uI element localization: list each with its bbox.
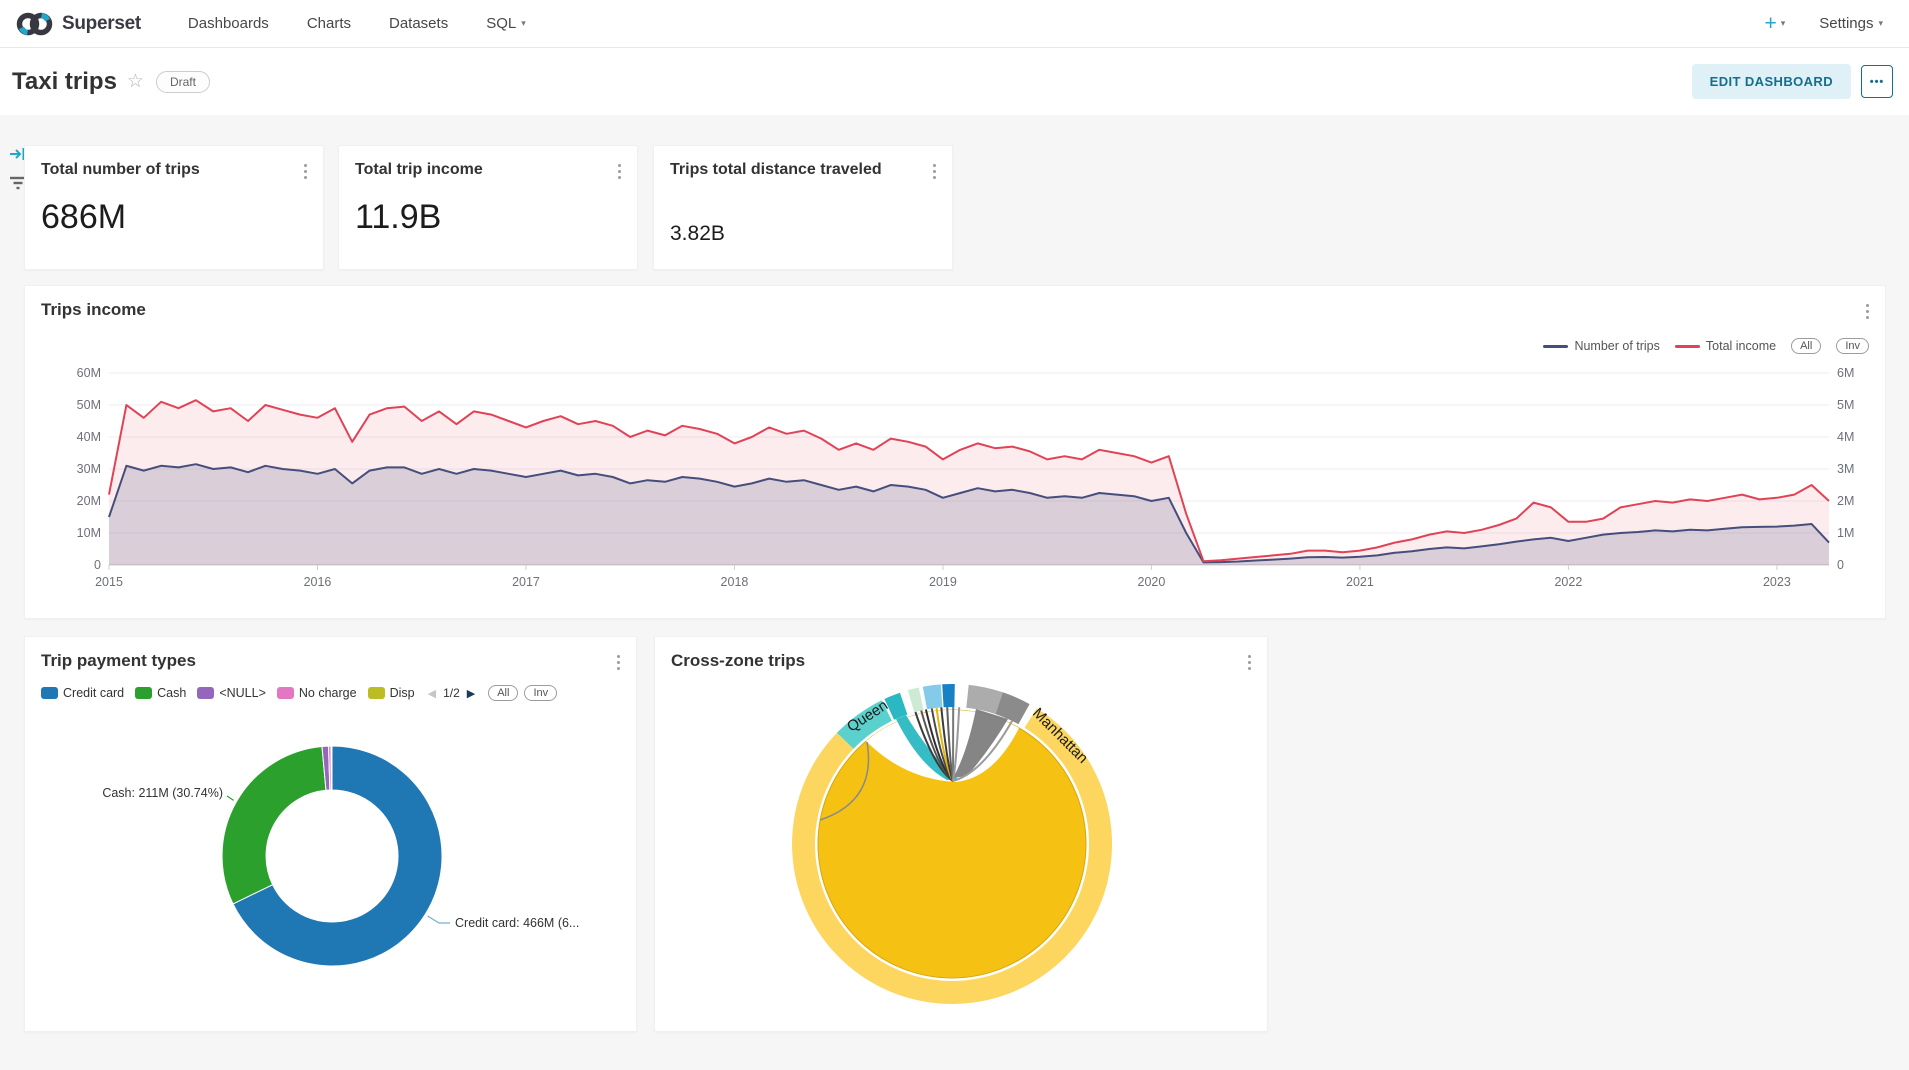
legend-swatch [367, 687, 385, 699]
trips-income-panel: Trips income Number of trips Total incom… [24, 285, 1886, 619]
kebab-menu-icon[interactable] [615, 653, 622, 672]
card-title: Total number of trips [41, 161, 200, 178]
big-number-value: 686M [41, 198, 127, 236]
trip-payment-types-panel: Trip payment types Credit card Cash <NUL… [24, 636, 637, 1032]
legend-item-no-charge[interactable]: No charge [276, 686, 357, 700]
nav-item-sql[interactable]: SQL ▾ [486, 15, 526, 32]
svg-text:4M: 4M [1837, 430, 1854, 444]
legend-all-button[interactable]: All [1791, 338, 1822, 354]
svg-text:Cash: 211M (30.74%): Cash: 211M (30.74%) [102, 786, 223, 800]
plus-icon: + [1764, 12, 1777, 35]
settings-menu[interactable]: Settings ▾ [1819, 15, 1883, 32]
kebab-menu-icon[interactable] [302, 162, 309, 181]
legend-all-button[interactable]: All [488, 685, 519, 701]
svg-text:50M: 50M [77, 398, 101, 412]
svg-text:5M: 5M [1837, 398, 1854, 412]
svg-text:30M: 30M [77, 462, 101, 476]
svg-text:1M: 1M [1837, 526, 1854, 540]
panel-title: Cross-zone trips [671, 651, 806, 670]
svg-text:3M: 3M [1837, 462, 1854, 476]
svg-text:2022: 2022 [1554, 575, 1582, 589]
legend-swatch [1674, 344, 1700, 348]
more-options-button[interactable]: ••• [1861, 65, 1893, 98]
legend-item-null[interactable]: <NULL> [197, 686, 266, 700]
legend-item-credit-card[interactable]: Credit card [41, 686, 124, 700]
card-title: Trips total distance traveled [670, 161, 882, 178]
svg-text:20M: 20M [77, 494, 101, 508]
legend-swatch [1543, 344, 1569, 348]
expand-filter-bar-icon[interactable] [9, 145, 27, 163]
svg-text:2019: 2019 [929, 575, 957, 589]
chevron-down-icon: ▾ [1780, 18, 1786, 28]
card-trip-income: Total trip income 11.9B [338, 145, 638, 270]
card-total-trips: Total number of trips 686M [24, 145, 324, 270]
card-total-distance: Trips total distance traveled 3.82B [653, 145, 953, 270]
dashboard-canvas: Total number of trips 686M Total trip in… [0, 115, 1909, 1070]
big-number-value: 11.9B [355, 198, 442, 236]
chevron-down-icon: ▾ [1878, 18, 1883, 28]
kebab-menu-icon[interactable] [616, 162, 623, 181]
chevron-down-icon: ▾ [521, 18, 526, 28]
legend-item-total-income[interactable]: Total income [1674, 339, 1776, 353]
svg-text:40M: 40M [77, 430, 101, 444]
panel-title: Trip payment types [41, 651, 196, 670]
legend-item-number-of-trips[interactable]: Number of trips [1543, 339, 1660, 353]
top-navbar: Superset Dashboards Charts Datasets SQL ▾… [0, 0, 1909, 48]
svg-text:Credit card: 466M (6...: Credit card: 466M (6... [455, 916, 579, 930]
legend-item-cash[interactable]: Cash [135, 686, 186, 700]
legend-inv-button[interactable]: Inv [1836, 338, 1869, 354]
svg-text:2M: 2M [1837, 494, 1854, 508]
cross-zone-chord-chart[interactable]: Queen Manhattan [671, 673, 1253, 1029]
new-item-button[interactable]: + ▾ [1764, 13, 1785, 34]
big-number-value: 3.82B [670, 222, 725, 245]
dashboard-header: Taxi trips ☆ Draft EDIT DASHBOARD ••• [0, 48, 1909, 115]
svg-text:6M: 6M [1837, 366, 1854, 380]
favorite-star-icon[interactable]: ☆ [126, 71, 144, 92]
timeseries-legend: Number of trips Total income All Inv [1543, 338, 1869, 354]
legend-swatch [276, 687, 294, 699]
nav-item-dashboards[interactable]: Dashboards [187, 15, 269, 32]
svg-text:2015: 2015 [95, 575, 123, 589]
legend-pager: ◀ 1/2 ▶ [428, 686, 476, 700]
payment-legend: Credit card Cash <NULL> No charge Disp ◀… [41, 685, 622, 701]
kebab-menu-icon[interactable] [1864, 302, 1871, 321]
svg-text:10M: 10M [77, 526, 101, 540]
kebab-menu-icon[interactable] [931, 162, 938, 181]
payment-types-donut-chart[interactable]: Cash: 211M (30.74%) Credit card: 466M (6.… [41, 727, 622, 1019]
superset-logo[interactable]: Superset [16, 10, 141, 38]
status-badge: Draft [155, 70, 210, 93]
nav-item-charts[interactable]: Charts [306, 15, 351, 32]
card-title: Total trip income [355, 161, 483, 178]
svg-text:2021: 2021 [1346, 575, 1374, 589]
cross-zone-trips-panel: Cross-zone trips Queen Manhattan [654, 636, 1268, 1032]
filter-rail [6, 145, 30, 191]
svg-text:2020: 2020 [1138, 575, 1166, 589]
svg-text:2023: 2023 [1763, 575, 1791, 589]
svg-text:60M: 60M [77, 366, 101, 380]
pager-prev-icon[interactable]: ◀ [427, 687, 437, 700]
svg-text:2016: 2016 [304, 575, 332, 589]
edit-dashboard-button[interactable]: EDIT DASHBOARD [1691, 64, 1851, 99]
svg-text:2018: 2018 [721, 575, 749, 589]
legend-inv-button[interactable]: Inv [524, 685, 558, 701]
nav-item-datasets[interactable]: Datasets [389, 15, 449, 32]
page-title: Taxi trips [12, 67, 117, 95]
brand-name: Superset [62, 12, 141, 34]
legend-item-disputed[interactable]: Disp [367, 686, 415, 700]
svg-text:2017: 2017 [512, 575, 540, 589]
legend-swatch [135, 687, 153, 699]
trips-income-chart[interactable]: 60M 6M 50M 5M 40M 4M 30M 3M 20M 2M 10M 1M 0 0 2015 2016… [41, 358, 1871, 606]
superset-infinity-icon [16, 12, 53, 35]
panel-title: Trips income [41, 300, 146, 319]
filter-list-icon[interactable] [9, 175, 27, 191]
pager-label: 1/2 [443, 686, 460, 700]
kebab-menu-icon[interactable] [1246, 653, 1253, 672]
svg-text:0: 0 [1837, 558, 1844, 572]
legend-swatch [197, 687, 215, 699]
svg-text:0: 0 [94, 558, 101, 572]
pager-next-icon[interactable]: ▶ [466, 687, 476, 700]
legend-swatch [41, 687, 58, 699]
